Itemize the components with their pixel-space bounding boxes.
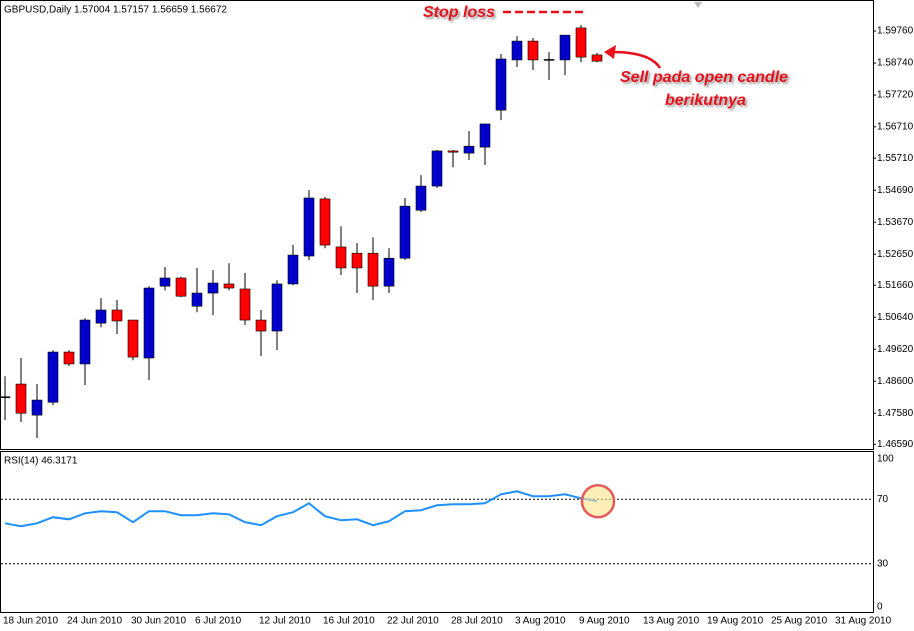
candle-body xyxy=(223,283,235,289)
y-tick-label: 1.48600 xyxy=(877,376,914,387)
x-tick-label: 22 Jul 2010 xyxy=(387,616,439,627)
candle-body xyxy=(127,319,139,358)
y-tick-label: 1.51660 xyxy=(877,280,914,291)
candle-body xyxy=(383,257,395,287)
highlight-circle xyxy=(580,483,616,519)
candle-body xyxy=(287,254,299,285)
y-tick-label: 1.46590 xyxy=(877,439,914,450)
sell-note: Sell pada open candle xyxy=(620,69,788,86)
candle-body xyxy=(47,351,59,403)
sell-note: berikutnya xyxy=(665,92,746,109)
y-tick-label: 30 xyxy=(877,558,889,569)
candle-body xyxy=(63,351,75,365)
candle-body xyxy=(31,399,43,416)
y-tick-label: 1.50640 xyxy=(877,312,914,323)
x-tick-label: 13 Aug 2010 xyxy=(643,616,700,627)
candle-body xyxy=(559,34,571,61)
rsi-title: RSI(14) 46.3171 xyxy=(4,456,78,467)
candle-body xyxy=(0,396,11,398)
x-tick-label: 16 Jul 2010 xyxy=(323,616,375,627)
candle-body xyxy=(207,282,219,294)
candle-body xyxy=(367,252,379,287)
candle-body xyxy=(591,54,603,62)
rsi-line xyxy=(4,490,598,528)
y-tick-label: 1.59760 xyxy=(877,26,914,37)
y-tick-label: 1.47580 xyxy=(877,408,914,419)
candle-body xyxy=(575,27,587,58)
candle-body xyxy=(143,287,155,359)
y-tick-label: 1.58740 xyxy=(877,58,914,69)
candle-body xyxy=(95,309,107,324)
arrow xyxy=(611,50,662,69)
candle-body xyxy=(351,252,363,269)
y-tick-label: 1.52650 xyxy=(877,249,914,260)
x-tick-label: 12 Jul 2010 xyxy=(259,616,311,627)
x-tick-label: 18 Jun 2010 xyxy=(3,616,58,627)
candle-body xyxy=(479,123,491,148)
price-frame xyxy=(0,0,874,450)
candle-body xyxy=(399,205,411,259)
arrow-head xyxy=(604,45,616,59)
candle-body xyxy=(431,150,443,187)
candle-body xyxy=(511,40,523,61)
candle-body xyxy=(335,246,347,269)
x-tick-label: 19 Aug 2010 xyxy=(707,616,764,627)
y-tick-label: 0 xyxy=(877,602,883,613)
y-tick-label: 70 xyxy=(877,494,889,505)
price-title: GBPUSD,Daily 1.57004 1.57157 1.56659 1.5… xyxy=(4,5,227,16)
x-tick-label: 3 Aug 2010 xyxy=(515,616,566,627)
shift-marker xyxy=(694,2,702,8)
candle-body xyxy=(527,40,539,61)
y-tick-label: 100 xyxy=(877,454,894,465)
stop-loss-note: Stop loss xyxy=(423,4,495,21)
y-tick-label: 1.53670 xyxy=(877,217,914,228)
candle-body xyxy=(271,283,283,332)
candle-body xyxy=(543,59,555,61)
y-tick-label: 1.55710 xyxy=(877,153,914,164)
x-tick-label: 9 Aug 2010 xyxy=(579,616,630,627)
candle-body xyxy=(319,198,331,246)
candle-body xyxy=(447,150,459,153)
x-tick-label: 31 Aug 2010 xyxy=(835,616,892,627)
y-tick-label: 1.56710 xyxy=(877,121,914,132)
y-tick-label: 1.49620 xyxy=(877,344,914,355)
candle-body xyxy=(495,58,507,111)
y-tick-label: 1.54690 xyxy=(877,185,914,196)
candle-body xyxy=(15,383,27,414)
candle-body xyxy=(463,145,475,154)
candle-body xyxy=(79,319,91,365)
candle-body xyxy=(303,197,315,257)
candle-body xyxy=(239,288,251,321)
x-tick-label: 6 Jul 2010 xyxy=(195,616,242,627)
x-tick-label: 25 Aug 2010 xyxy=(771,616,828,627)
candle-body xyxy=(159,277,171,287)
candle-body xyxy=(255,319,267,332)
x-tick-label: 24 Jun 2010 xyxy=(67,616,122,627)
candle-body xyxy=(111,309,123,322)
x-tick-label: 30 Jun 2010 xyxy=(131,616,186,627)
candle-body xyxy=(191,292,203,307)
candle-body xyxy=(415,185,427,211)
x-tick-label: 28 Jul 2010 xyxy=(451,616,503,627)
candle-body xyxy=(175,277,187,297)
y-tick-label: 1.57720 xyxy=(877,90,914,101)
rsi-frame xyxy=(0,451,874,613)
